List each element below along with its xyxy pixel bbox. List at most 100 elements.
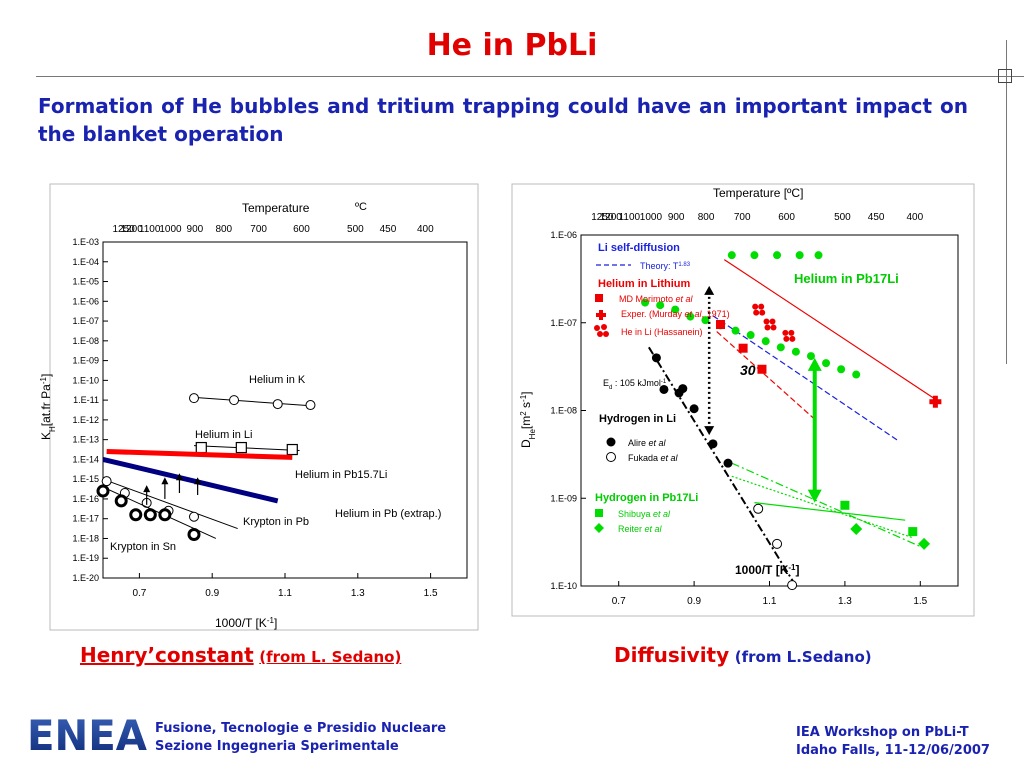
plot-area [102,241,468,579]
data-point [189,511,199,522]
data-point [850,522,863,535]
series-line [102,478,238,530]
top-tick-label: 900 [187,224,204,235]
y-tick-label: 1.E-19 [72,553,99,563]
x-tick-label: 1.5 [424,588,438,599]
y-tick-label: 1.E-14 [72,454,99,464]
data-point [723,458,733,468]
data-point [757,364,767,374]
x-tick-label: 1.1 [763,596,777,607]
slide-subtitle: Formation of He bubbles and tritium trap… [38,94,968,146]
data-point [656,301,665,310]
label-murday: Exper. (Murday et al, 1971) [621,309,730,319]
data-point [750,251,759,260]
data-point [822,359,831,368]
x-tick-label: 0.9 [205,588,219,599]
corner-mark [998,69,1012,83]
data-point [129,508,143,522]
fit-line [723,259,940,403]
label-hassanein: He in Li (Hassanein) [621,327,703,337]
top-tick-label: 800 [698,212,715,223]
shift-arrowhead [194,477,202,485]
data-point [189,393,199,404]
data-point [759,309,766,316]
data-point [776,343,785,352]
data-point [686,312,695,321]
y-tick-label: 1.E-09 [550,493,577,503]
data-point [837,365,846,374]
caption-left-main: Henry’constant [80,643,254,667]
data-point [746,331,755,340]
x-tick-label: 0.9 [687,596,701,607]
top-tick-label: 400 [417,224,434,235]
top-tick-label: 1100 [619,212,641,223]
shift-arrowhead [175,473,183,481]
caption-left-source: (from L. Sedano) [259,648,402,666]
data-point [101,476,112,487]
x-axis-label: 1000/T [K-1] [215,616,277,631]
y-tick-label: 1.E-07 [72,316,99,326]
label-hydrogen-in-li: Hydrogen in Li [599,413,676,425]
legend-morimoto-marker [595,294,603,302]
data-point [791,347,800,356]
top-tick-label: 500 [834,212,851,223]
y-tick-label: 1.E-20 [72,573,99,583]
data-point [641,298,650,307]
data-point [235,441,247,454]
fit-line [648,346,797,587]
y-tick-label: 1.E-10 [72,375,99,385]
fit-line [712,315,899,441]
vertical-divider [1006,40,1007,364]
y-tick-label: 1.E-13 [72,435,99,445]
data-point [788,329,795,336]
x-tick-label: 0.7 [612,596,626,607]
data-point [814,251,823,260]
top-tick-label: 1200 [600,212,623,223]
data-point [689,404,699,414]
label-alire: Alire et al [628,438,667,448]
factor-arrowhead-bottom [704,426,715,436]
top-tick-label: 700 [250,224,267,235]
top-tick-label: 450 [868,212,885,223]
data-point [753,309,760,316]
top-tick-label: 700 [734,212,751,223]
footer-event-line2: Idaho Falls, 11-12/06/2007 [796,743,990,758]
y-tick-label: 1.E-06 [72,296,99,306]
data-point [731,326,740,335]
data-point [738,343,748,353]
top-tick-label: 1000 [640,212,663,223]
fit-line [731,462,921,548]
fit-line [716,331,816,420]
label-shibuya: Shibuya et al [618,509,671,519]
data-point [763,318,770,325]
data-point [758,303,765,310]
y-tick-label: 1.E-08 [72,336,99,346]
data-point [908,527,918,537]
label-helium-in-lithium: Helium in Lithium [598,278,690,290]
data-point [286,443,298,456]
y-tick-label: 1.E-04 [72,257,99,267]
data-point [769,318,776,325]
shift-arrowhead [161,477,169,485]
data-point [787,580,798,591]
data-point [708,439,718,449]
label-activation-energy: Ed : 105 kJmol-1 [603,378,667,391]
green-arrowhead-top [807,357,822,371]
x-tick-label: 1.1 [278,588,292,599]
label-theory: Theory: T1.83 [640,261,691,271]
y-tick-label: 1.E-10 [550,581,577,591]
data-point [659,384,669,394]
data-point [806,352,815,361]
data-point [789,335,796,342]
top-tick-label: 1250 [591,212,614,223]
data-point [764,324,771,331]
top-axis-label: Temperature [ºC] [713,186,803,200]
top-tick-label: 1000 [159,224,182,235]
caption-right: Diffusivity (from L.Sedano) [614,643,872,667]
fit-line [754,502,906,521]
label-reiter: Reiter et al [618,524,663,534]
y-tick-label: 1.E-07 [550,318,577,328]
top-axis-label: Temperature [242,201,310,215]
